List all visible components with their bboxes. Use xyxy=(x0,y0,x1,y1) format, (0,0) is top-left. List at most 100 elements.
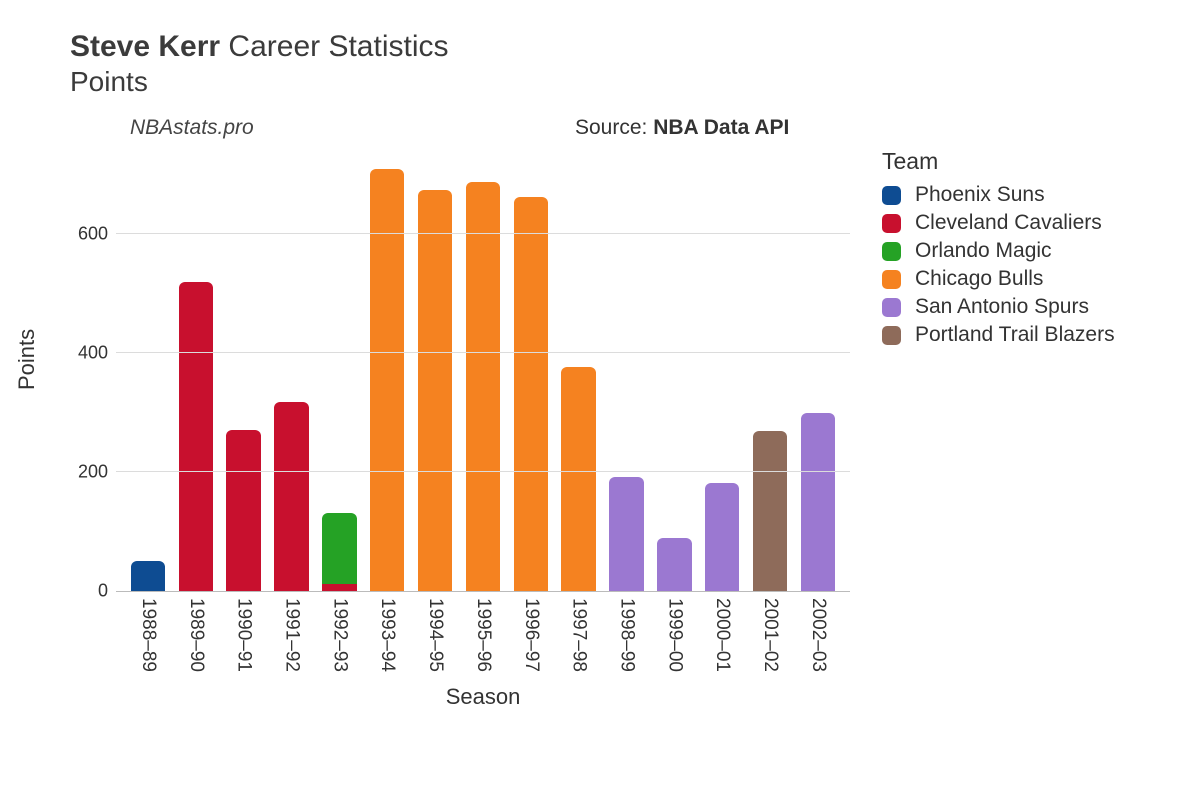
x-tick: 1996–97 xyxy=(507,592,555,672)
bar[interactable] xyxy=(322,513,356,591)
bar-slot xyxy=(363,152,411,591)
x-tick: 2002–03 xyxy=(794,592,842,672)
bar-slot xyxy=(459,152,507,591)
bar-segment xyxy=(514,197,548,591)
bar-segment xyxy=(705,483,739,591)
x-tick: 1999–00 xyxy=(650,592,698,672)
legend-swatch xyxy=(882,242,901,261)
legend-item[interactable]: Cleveland Cavaliers xyxy=(882,211,1115,235)
x-tick-label: 2000–01 xyxy=(711,598,733,672)
y-tick-label: 600 xyxy=(78,224,108,245)
x-tick-label: 1989–90 xyxy=(185,598,207,672)
bar-segment xyxy=(274,402,308,591)
x-tick-label: 1999–00 xyxy=(663,598,685,672)
x-tick-label: 1990–91 xyxy=(233,598,255,672)
legend-swatch xyxy=(882,270,901,289)
legend-label: Cleveland Cavaliers xyxy=(915,211,1102,235)
x-tick: 1997–98 xyxy=(555,592,603,672)
annotation-row: NBAstats.pro Source: NBA Data API xyxy=(60,116,1170,146)
bar-segment xyxy=(418,190,452,591)
legend-label: San Antonio Spurs xyxy=(915,295,1089,319)
watermark-text: NBAstats.pro xyxy=(130,116,254,140)
bar-slot xyxy=(172,152,220,591)
title-block: Steve Kerr Career Statistics Points xyxy=(70,30,1170,98)
y-axis-label: Points xyxy=(14,329,40,390)
bar[interactable] xyxy=(131,561,165,591)
x-tick: 1993–94 xyxy=(363,592,411,672)
chart-subtitle: Points xyxy=(70,66,1170,98)
source-prefix: Source: xyxy=(575,116,653,139)
legend-label: Phoenix Suns xyxy=(915,183,1045,207)
bar-segment xyxy=(226,430,260,591)
bar-segment xyxy=(322,513,356,584)
x-ticks: 1988–89 1989–90 1990–91 1991–92 1992–93 1993–… xyxy=(116,592,850,672)
x-tick: 1991–92 xyxy=(268,592,316,672)
bar-segment xyxy=(657,538,691,591)
bar-segment xyxy=(131,561,165,591)
y-tick-label: 0 xyxy=(98,581,108,602)
legend-item[interactable]: Portland Trail Blazers xyxy=(882,323,1115,347)
legend-swatch xyxy=(882,186,901,205)
bar-segment xyxy=(609,477,643,591)
bar[interactable] xyxy=(466,182,500,591)
legend-item[interactable]: San Antonio Spurs xyxy=(882,295,1115,319)
legend-swatch xyxy=(882,326,901,345)
legend-swatch xyxy=(882,298,901,317)
x-tick-label: 1991–92 xyxy=(281,598,303,672)
bar-slot xyxy=(411,152,459,591)
x-tick: 1994–95 xyxy=(411,592,459,672)
bar-segment xyxy=(466,182,500,591)
bar[interactable] xyxy=(705,483,739,591)
bar[interactable] xyxy=(226,430,260,591)
bar[interactable] xyxy=(801,413,835,591)
bar-segment xyxy=(753,431,787,591)
bar[interactable] xyxy=(561,367,595,591)
bar-segment xyxy=(801,413,835,591)
x-tick-label: 2001–02 xyxy=(759,598,781,672)
bar[interactable] xyxy=(179,282,213,591)
bar-segment xyxy=(561,367,595,591)
bar[interactable] xyxy=(514,197,548,591)
gridline xyxy=(116,471,850,472)
x-tick-label: 1992–93 xyxy=(328,598,350,672)
legend-item[interactable]: Orlando Magic xyxy=(882,239,1115,263)
bar-slot xyxy=(220,152,268,591)
bar-segment xyxy=(179,282,213,591)
x-tick-label: 1988–89 xyxy=(137,598,159,672)
x-tick: 2001–02 xyxy=(746,592,794,672)
y-tick-label: 200 xyxy=(78,462,108,483)
chart-title: Steve Kerr Career Statistics xyxy=(70,30,1170,64)
legend-label: Portland Trail Blazers xyxy=(915,323,1115,347)
legend-title: Team xyxy=(882,148,1115,175)
bar-slot xyxy=(555,152,603,591)
x-tick-label: 2002–03 xyxy=(807,598,829,672)
x-tick: 1998–99 xyxy=(603,592,651,672)
bar-slot xyxy=(698,152,746,591)
bar[interactable] xyxy=(609,477,643,591)
x-tick-label: 1994–95 xyxy=(424,598,446,672)
x-tick: 1989–90 xyxy=(172,592,220,672)
bar[interactable] xyxy=(274,402,308,591)
bar-slot xyxy=(650,152,698,591)
legend-swatch xyxy=(882,214,901,233)
x-tick: 1992–93 xyxy=(315,592,363,672)
legend-label: Orlando Magic xyxy=(915,239,1052,263)
x-tick: 1988–89 xyxy=(124,592,172,672)
legend-item[interactable]: Chicago Bulls xyxy=(882,267,1115,291)
x-tick-label: 1997–98 xyxy=(568,598,590,672)
bars-container xyxy=(116,152,850,591)
title-player-name: Steve Kerr xyxy=(70,30,220,63)
x-tick: 1995–96 xyxy=(459,592,507,672)
bar[interactable] xyxy=(657,538,691,591)
source-name: NBA Data API xyxy=(653,116,789,139)
bar-segment xyxy=(322,584,356,591)
plot-row: 0200400600 1988–891989–901990–911991–921… xyxy=(60,152,1170,710)
bar-slot xyxy=(315,152,363,591)
bar-slot xyxy=(124,152,172,591)
legend-item[interactable]: Phoenix Suns xyxy=(882,183,1115,207)
bar[interactable] xyxy=(418,190,452,591)
x-tick-label: 1996–97 xyxy=(520,598,542,672)
title-suffix: Career Statistics xyxy=(220,30,448,63)
bar[interactable] xyxy=(753,431,787,591)
bar-slot xyxy=(746,152,794,591)
